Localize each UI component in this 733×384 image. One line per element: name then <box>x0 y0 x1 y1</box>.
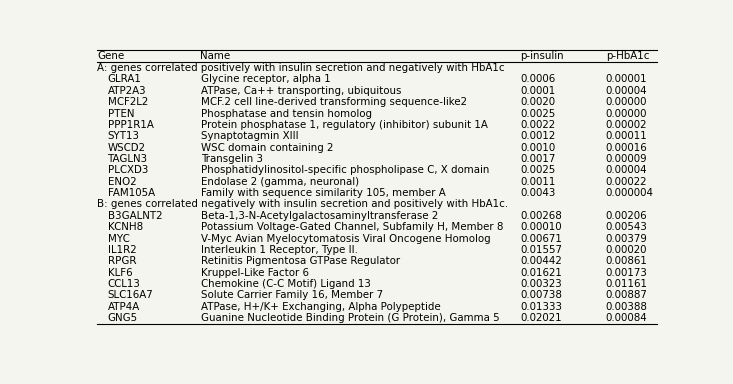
Text: 0.0025: 0.0025 <box>520 109 556 119</box>
Text: 0.00323: 0.00323 <box>520 279 562 289</box>
Text: Name: Name <box>199 51 230 61</box>
Text: ATP2A3: ATP2A3 <box>108 86 146 96</box>
Text: 0.00738: 0.00738 <box>520 290 562 300</box>
Text: Gene: Gene <box>97 51 125 61</box>
Text: FAM105A: FAM105A <box>108 188 155 198</box>
Text: 0.00887: 0.00887 <box>605 290 648 300</box>
Text: 0.00543: 0.00543 <box>605 222 648 232</box>
Text: Solute Carrier Family 16, Member 7: Solute Carrier Family 16, Member 7 <box>202 290 383 300</box>
Text: 0.00002: 0.00002 <box>605 120 647 130</box>
Text: ATP4A: ATP4A <box>108 302 140 312</box>
Text: 0.0010: 0.0010 <box>520 143 556 153</box>
Text: Family with sequence similarity 105, member A: Family with sequence similarity 105, mem… <box>202 188 446 198</box>
Text: 0.0017: 0.0017 <box>520 154 556 164</box>
Text: TAGLN3: TAGLN3 <box>108 154 147 164</box>
Text: MCF2L2: MCF2L2 <box>108 97 148 107</box>
Text: Endolase 2 (gamma, neuronal): Endolase 2 (gamma, neuronal) <box>202 177 359 187</box>
Text: Phosphatase and tensin homolog: Phosphatase and tensin homolog <box>202 109 372 119</box>
Text: Kruppel-Like Factor 6: Kruppel-Like Factor 6 <box>202 268 309 278</box>
Text: 0.00671: 0.00671 <box>520 233 562 243</box>
Text: Synaptotagmin XIII: Synaptotagmin XIII <box>202 131 299 141</box>
Text: A: genes correlated positively with insulin secretion and negatively with HbA1c: A: genes correlated positively with insu… <box>97 63 505 73</box>
Text: 0.00173: 0.00173 <box>605 268 648 278</box>
Text: 0.00861: 0.00861 <box>605 256 648 266</box>
Text: WSCD2: WSCD2 <box>108 143 146 153</box>
Text: Guanine Nucleotide Binding Protein (G Protein), Gamma 5: Guanine Nucleotide Binding Protein (G Pr… <box>202 313 500 323</box>
Text: WSC domain containing 2: WSC domain containing 2 <box>202 143 334 153</box>
Text: 0.00016: 0.00016 <box>605 143 647 153</box>
Text: 0.00001: 0.00001 <box>605 74 647 84</box>
Text: PLCXD3: PLCXD3 <box>108 166 148 175</box>
Text: B3GALNT2: B3GALNT2 <box>108 211 162 221</box>
Text: 0.00206: 0.00206 <box>605 211 647 221</box>
Text: Interleukin 1 Receptor, Type II.: Interleukin 1 Receptor, Type II. <box>202 245 358 255</box>
Text: 0.00084: 0.00084 <box>605 313 647 323</box>
Text: SYT13: SYT13 <box>108 131 139 141</box>
Text: 0.00268: 0.00268 <box>520 211 562 221</box>
Text: 0.0025: 0.0025 <box>520 166 556 175</box>
Text: 0.01161: 0.01161 <box>605 279 648 289</box>
Text: PTEN: PTEN <box>108 109 134 119</box>
Text: MCF.2 cell line-derived transforming sequence-like2: MCF.2 cell line-derived transforming seq… <box>202 97 467 107</box>
Text: 0.00004: 0.00004 <box>605 86 647 96</box>
Text: 0.00011: 0.00011 <box>605 131 647 141</box>
Text: MYC: MYC <box>108 233 129 243</box>
Text: ENO2: ENO2 <box>108 177 136 187</box>
Text: 0.0022: 0.0022 <box>520 120 556 130</box>
Text: 0.0006: 0.0006 <box>520 74 556 84</box>
Text: 0.00388: 0.00388 <box>605 302 648 312</box>
Text: 0.00020: 0.00020 <box>605 245 647 255</box>
Text: KCNH8: KCNH8 <box>108 222 143 232</box>
Text: 0.00000: 0.00000 <box>605 97 647 107</box>
Text: 0.00379: 0.00379 <box>605 233 648 243</box>
Text: 0.00010: 0.00010 <box>520 222 562 232</box>
Text: 0.00000: 0.00000 <box>605 109 647 119</box>
Text: PPP1R1A: PPP1R1A <box>108 120 153 130</box>
Text: B: genes correlated negatively with insulin secretion and positively with HbA1c.: B: genes correlated negatively with insu… <box>97 200 509 210</box>
Text: Glycine receptor, alpha 1: Glycine receptor, alpha 1 <box>202 74 331 84</box>
Text: ATPase, Ca++ transporting, ubiquitous: ATPase, Ca++ transporting, ubiquitous <box>202 86 402 96</box>
Text: Chemokine (C-C Motif) Ligand 13: Chemokine (C-C Motif) Ligand 13 <box>202 279 371 289</box>
Text: 0.01557: 0.01557 <box>520 245 562 255</box>
Text: 0.00009: 0.00009 <box>605 154 647 164</box>
Text: ATPase, H+/K+ Exchanging, Alpha Polypeptide: ATPase, H+/K+ Exchanging, Alpha Polypept… <box>202 302 441 312</box>
Text: 0.0012: 0.0012 <box>520 131 556 141</box>
Text: 0.0001: 0.0001 <box>520 86 556 96</box>
Text: KLF6: KLF6 <box>108 268 132 278</box>
Text: Phosphatidylinositol-specific phospholipase C, X domain: Phosphatidylinositol-specific phospholip… <box>202 166 490 175</box>
Text: 0.01621: 0.01621 <box>520 268 562 278</box>
Text: 0.01333: 0.01333 <box>520 302 562 312</box>
Text: 0.0011: 0.0011 <box>520 177 556 187</box>
Text: 0.00004: 0.00004 <box>605 166 647 175</box>
Text: 0.000004: 0.000004 <box>605 188 654 198</box>
Text: 0.0043: 0.0043 <box>520 188 556 198</box>
Text: Beta-1,3-N-Acetylgalactosaminyltransferase 2: Beta-1,3-N-Acetylgalactosaminyltransfera… <box>202 211 438 221</box>
Text: Retinitis Pigmentosa GTPase Regulator: Retinitis Pigmentosa GTPase Regulator <box>202 256 400 266</box>
Text: 0.00442: 0.00442 <box>520 256 562 266</box>
Text: 0.02021: 0.02021 <box>520 313 562 323</box>
Text: RPGR: RPGR <box>108 256 136 266</box>
Text: GLRA1: GLRA1 <box>108 74 141 84</box>
Text: 0.0020: 0.0020 <box>520 97 556 107</box>
Text: V-Myc Avian Myelocytomatosis Viral Oncogene Homolog: V-Myc Avian Myelocytomatosis Viral Oncog… <box>202 233 491 243</box>
Text: Protein phosphatase 1, regulatory (inhibitor) subunit 1A: Protein phosphatase 1, regulatory (inhib… <box>202 120 488 130</box>
Text: IL1R2: IL1R2 <box>108 245 136 255</box>
Text: Transgelin 3: Transgelin 3 <box>202 154 263 164</box>
Text: CCL13: CCL13 <box>108 279 141 289</box>
Text: 0.00022: 0.00022 <box>605 177 647 187</box>
Text: GNG5: GNG5 <box>108 313 138 323</box>
Text: p-HbA1c: p-HbA1c <box>605 51 649 61</box>
Text: SLC16A7: SLC16A7 <box>108 290 153 300</box>
Text: p-insulin: p-insulin <box>520 51 564 61</box>
Text: Potassium Voltage-Gated Channel, Subfamily H, Member 8: Potassium Voltage-Gated Channel, Subfami… <box>202 222 504 232</box>
